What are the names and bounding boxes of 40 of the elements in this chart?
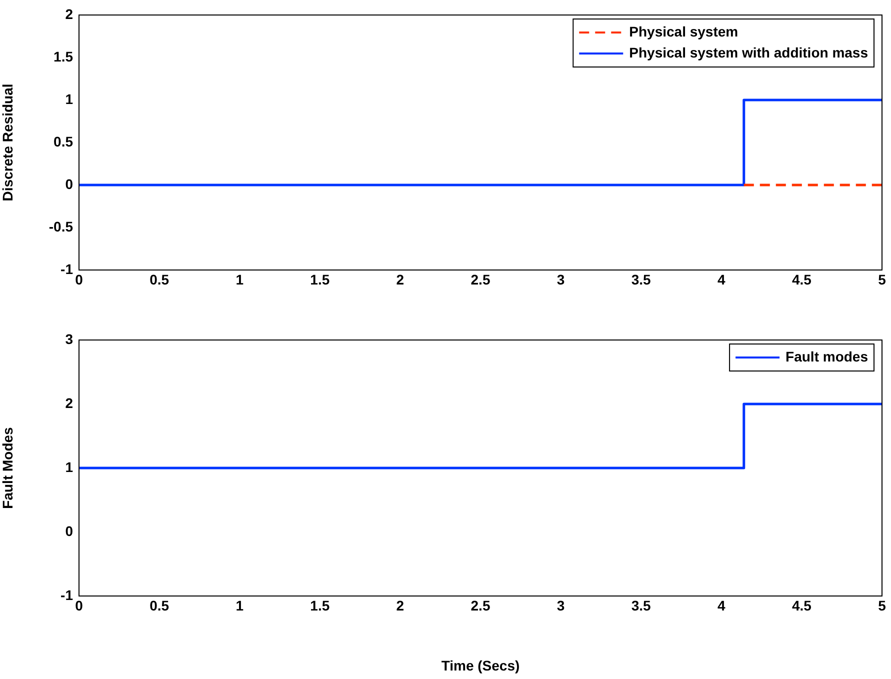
x-tick-label: 3.5 [631,271,652,288]
x-tick-label: 3 [556,597,565,614]
y-tick-label: 2 [65,394,74,411]
x-tick-label: 0.5 [150,271,170,288]
y-tick-label: 1 [65,90,74,107]
x-tick-label: 2.5 [470,271,490,288]
x-tick-label: 2.5 [470,597,490,614]
x-axis-title: Time (Secs) [441,657,520,674]
y-tick-label: 0 [65,522,74,539]
y-axis-title: Discrete Residual [0,84,16,202]
y-tick-label: -1 [60,586,74,603]
y-tick-label: 3 [65,330,74,347]
x-tick-label: 4 [718,597,726,614]
x-tick-label: 0.5 [150,597,170,614]
legend-label: Fault modes [786,348,868,364]
legend-label: Physical system [629,23,738,40]
x-tick-label: 4.5 [792,271,812,288]
y-tick-label: 0 [65,176,74,192]
legend-label: Physical system with addition mass [629,44,868,60]
y-tick-label: 1.5 [54,48,74,64]
x-tick-label: 5 [878,271,886,288]
y-tick-label: 2 [65,6,74,22]
y-tick-label: 1 [65,458,74,475]
x-tick-label: 1 [236,597,244,614]
x-tick-label: 2 [396,271,404,288]
y-tick-label: -1 [60,260,74,277]
y-axis-title: Fault Modes [0,426,16,509]
y-tick-label: -0.5 [48,218,74,234]
x-tick-label: 4.5 [792,597,812,614]
x-tick-label: 1.5 [310,271,330,288]
x-tick-label: 3 [556,271,565,288]
x-tick-label: 3.5 [631,597,652,614]
x-tick-label: 2 [396,597,404,614]
x-tick-label: 1 [236,271,244,288]
x-tick-label: 1.5 [310,597,330,614]
y-tick-label: 0.5 [54,133,74,150]
x-tick-label: 5 [878,597,886,614]
x-tick-label: 0 [75,597,84,614]
x-tick-label: 0 [75,271,84,288]
x-tick-label: 4 [718,271,726,288]
